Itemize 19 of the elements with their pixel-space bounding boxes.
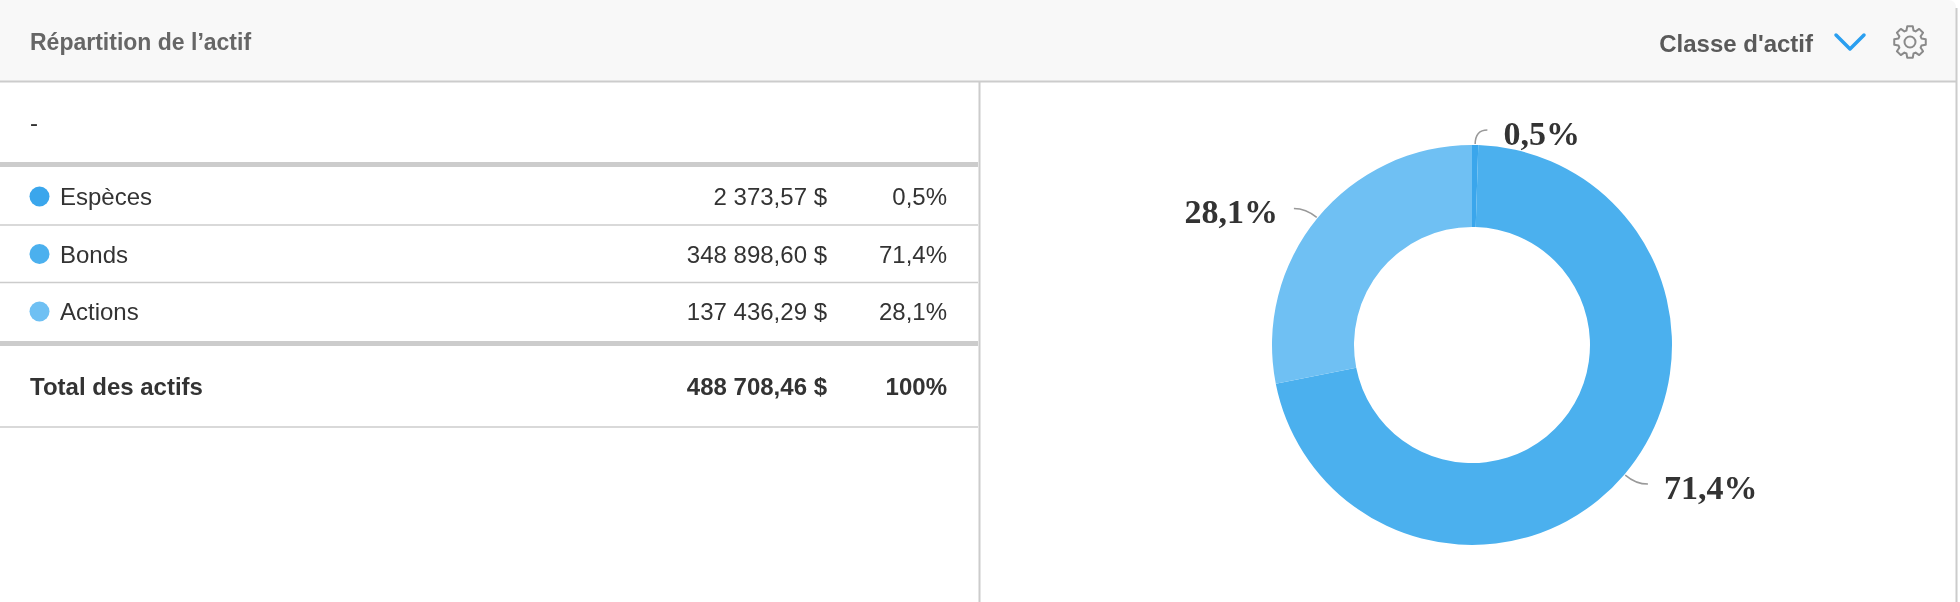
- text: 488 708,46 $: [686, 373, 828, 400]
- text: 28,1%: [878, 298, 947, 325]
- data-label: 71,4%: [1663, 468, 1758, 506]
- donut-slice: [1472, 145, 1479, 228]
- text: 0,5%: [892, 183, 947, 210]
- text: 348 898,60 $: [686, 240, 827, 268]
- legend-label: Espèces: [60, 183, 153, 210]
- chart-subtitle: -: [30, 108, 38, 136]
- chart-title: Répartition de l’actif: [30, 29, 252, 55]
- text: 71,4%: [878, 240, 947, 268]
- text: 2 373,57 $: [713, 183, 827, 210]
- legend-label: Actions: [60, 298, 139, 325]
- text: Total des actifs: [30, 373, 203, 400]
- text: 137 436,29 $: [686, 298, 827, 325]
- data-label: 28,1%: [1184, 192, 1278, 230]
- text: Classe d'actif: [1659, 29, 1814, 57]
- legend-label: Bonds: [60, 240, 129, 268]
- data-label: 0,5%: [1503, 114, 1580, 152]
- text: 100%: [885, 373, 947, 400]
